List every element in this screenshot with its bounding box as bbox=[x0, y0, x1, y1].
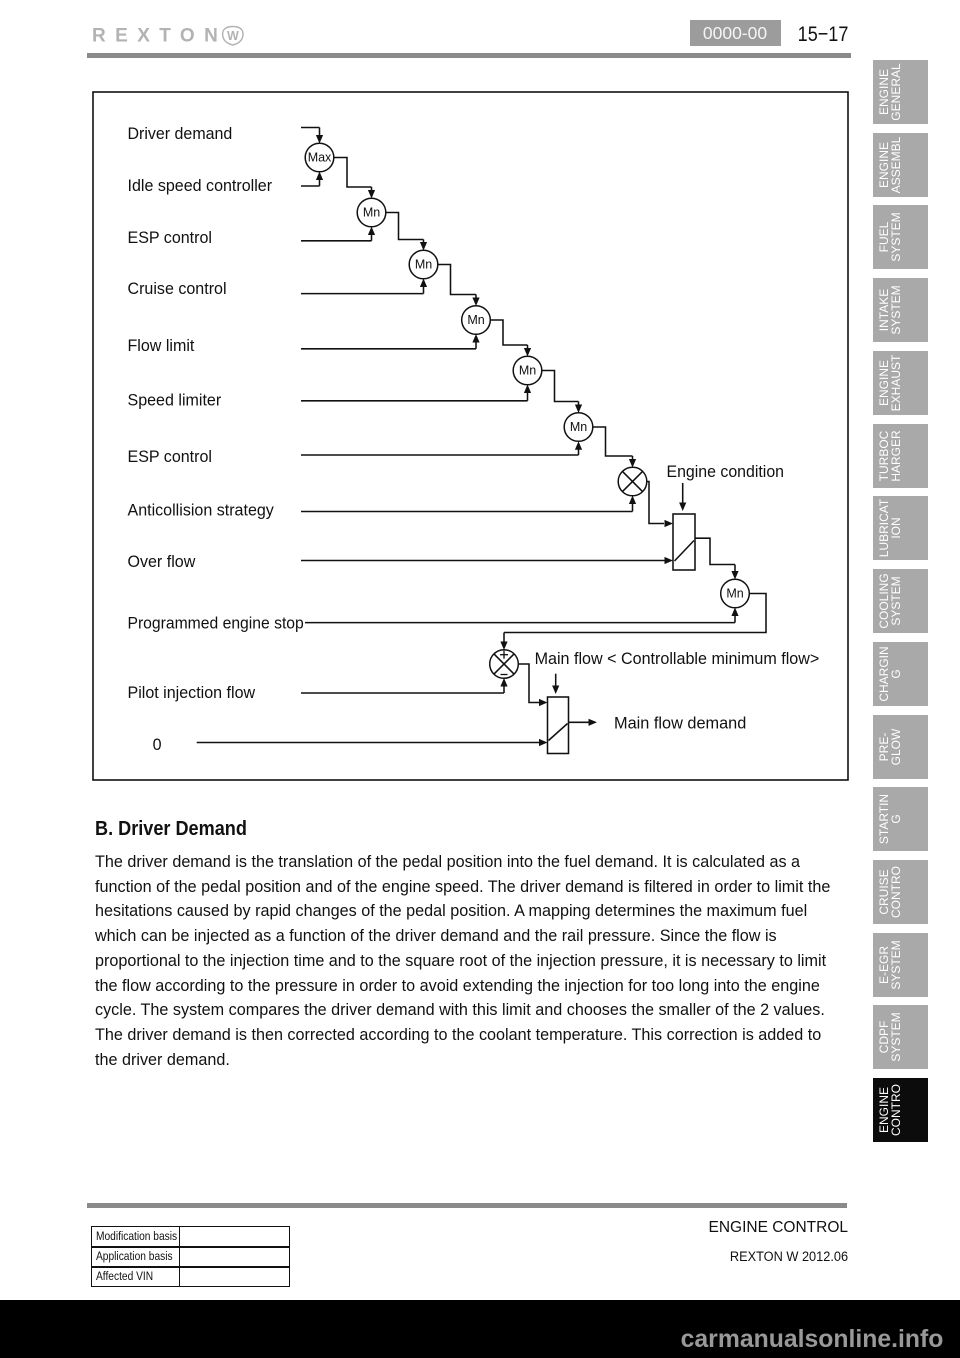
svg-text:W: W bbox=[227, 29, 239, 43]
svg-text:Speed limiter: Speed limiter bbox=[128, 391, 222, 409]
svg-text:Mn: Mn bbox=[519, 364, 536, 378]
svg-text:REXTON: REXTON bbox=[92, 26, 227, 47]
svg-text:Idle speed controller: Idle speed controller bbox=[128, 177, 273, 195]
svg-text:Flow limit: Flow limit bbox=[128, 337, 195, 355]
svg-text:Anticollision strategy: Anticollision strategy bbox=[128, 501, 275, 519]
svg-text:Mn: Mn bbox=[415, 258, 432, 272]
svg-text:ESP control: ESP control bbox=[128, 448, 212, 466]
svg-text:Max: Max bbox=[308, 151, 332, 165]
svg-text:Cruise control: Cruise control bbox=[128, 280, 227, 298]
svg-text:Main flow < Controllable minim: Main flow < Controllable minimum flow> bbox=[535, 650, 820, 668]
svg-text:Driver demand: Driver demand bbox=[128, 125, 233, 143]
svg-text:Mn: Mn bbox=[363, 206, 380, 220]
svg-text:ESP control: ESP control bbox=[128, 229, 212, 247]
svg-text:Mn: Mn bbox=[570, 420, 587, 434]
svg-text:Over flow: Over flow bbox=[128, 553, 196, 571]
svg-text:Mn: Mn bbox=[467, 313, 484, 327]
svg-text:Mn: Mn bbox=[726, 587, 743, 601]
svg-text:Engine condition: Engine condition bbox=[667, 463, 785, 481]
svg-text:0: 0 bbox=[153, 736, 162, 754]
svg-text:Programmed engine stop: Programmed engine stop bbox=[128, 614, 304, 632]
svg-text:Main flow demand: Main flow demand bbox=[614, 714, 746, 732]
svg-text:Pilot injection flow: Pilot injection flow bbox=[128, 684, 256, 702]
